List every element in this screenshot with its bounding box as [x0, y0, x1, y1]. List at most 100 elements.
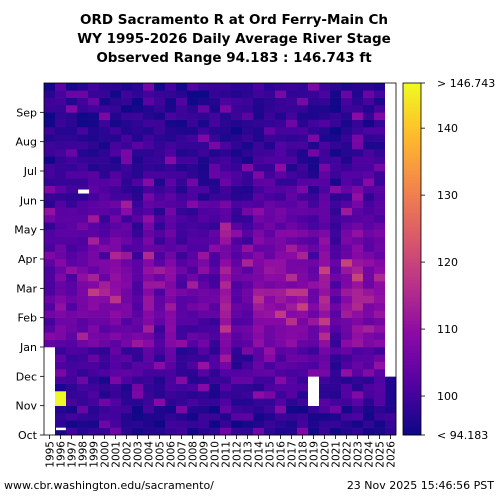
heatmap-cell — [297, 178, 309, 186]
heatmap-cell — [165, 127, 177, 135]
heatmap-cell — [352, 163, 364, 172]
heatmap-cell — [253, 354, 265, 362]
colorbar-segment — [403, 423, 421, 427]
heatmap-cell — [242, 119, 254, 128]
heatmap-cell — [77, 361, 89, 370]
heatmap-cell — [165, 391, 177, 399]
heatmap-cell — [77, 332, 89, 340]
heatmap-cell — [352, 281, 364, 289]
heatmap-cell — [121, 303, 133, 311]
heatmap-cell — [341, 266, 353, 274]
heatmap-cell — [374, 369, 386, 377]
heatmap-cell — [209, 420, 221, 428]
heatmap-cell — [220, 398, 232, 406]
heatmap-cell — [385, 200, 397, 208]
heatmap-cell — [99, 207, 111, 216]
heatmap-cell — [363, 163, 375, 172]
heatmap-cell — [385, 347, 397, 355]
heatmap-cell — [176, 156, 188, 164]
heatmap-cell — [363, 207, 375, 216]
heatmap-cell — [231, 215, 243, 223]
heatmap-cell — [220, 273, 232, 282]
colorbar-segment — [403, 97, 421, 101]
heatmap-cell — [220, 171, 232, 179]
heatmap-cell — [275, 259, 287, 267]
heatmap-cell — [209, 163, 221, 172]
heatmap-cell — [242, 215, 254, 223]
heatmap-cell — [363, 185, 375, 194]
heatmap-cell — [286, 237, 298, 245]
heatmap-cell — [143, 215, 155, 223]
heatmap-cell — [352, 376, 364, 384]
heatmap-cell — [143, 317, 155, 326]
heatmap-cell — [154, 156, 166, 164]
heatmap-cell — [88, 193, 100, 201]
heatmap-cell — [385, 119, 397, 128]
heatmap-cell — [154, 310, 166, 318]
heatmap-cell — [209, 105, 221, 113]
heatmap-cell — [308, 156, 320, 164]
heatmap-cell — [341, 127, 353, 135]
colorbar-segment — [403, 220, 421, 225]
heatmap-cell — [242, 171, 254, 179]
heatmap-cell — [132, 171, 144, 179]
heatmap-cell — [242, 398, 254, 406]
heatmap-cell — [121, 295, 133, 304]
heatmap-cell — [374, 156, 386, 164]
colorbar-segment — [403, 317, 421, 321]
heatmap-cell — [264, 332, 276, 340]
heatmap-cell — [264, 215, 276, 223]
heatmap-cell — [44, 149, 56, 157]
heatmap-cell — [264, 398, 276, 406]
heatmap-cell — [44, 361, 56, 370]
colorbar-tick-label: 120 — [437, 256, 458, 269]
heatmap-cell — [286, 149, 298, 157]
heatmap-cell — [198, 310, 210, 318]
heatmap-cell — [110, 200, 122, 208]
heatmap-cell — [55, 156, 67, 164]
heatmap-cell — [77, 185, 89, 194]
heatmap-cell — [308, 251, 320, 260]
heatmap-cell — [253, 207, 265, 216]
heatmap-cell — [77, 193, 89, 201]
heatmap-cell — [385, 97, 397, 106]
heatmap-cell — [110, 288, 122, 296]
heatmap-cell — [264, 347, 276, 355]
heatmap-cell — [319, 229, 331, 238]
colorbar-tick-label: 140 — [437, 122, 458, 135]
heatmap-cell — [66, 427, 78, 436]
heatmap-cell — [242, 90, 254, 98]
heatmap-cell — [286, 171, 298, 179]
heatmap-cell — [319, 215, 331, 223]
heatmap-cell — [110, 273, 122, 282]
heatmap-cell — [121, 215, 133, 223]
heatmap-cell — [132, 156, 144, 164]
heatmap-cell — [132, 207, 144, 216]
y-tick-label: May — [14, 224, 37, 237]
heatmap-cell — [66, 325, 78, 333]
heatmap-cell — [253, 222, 265, 230]
heatmap-cell — [88, 171, 100, 179]
heatmap-cell — [363, 427, 375, 436]
heatmap-cell — [275, 193, 287, 201]
heatmap-cell — [341, 303, 353, 311]
heatmap-cell — [297, 251, 309, 260]
heatmap-cell — [99, 259, 111, 267]
heatmap-cell — [77, 376, 89, 384]
heatmap-cell — [374, 185, 386, 194]
heatmap-cell — [44, 156, 56, 164]
heatmap-cell — [88, 105, 100, 113]
heatmap-cell — [231, 288, 243, 296]
heatmap-cell — [176, 90, 188, 98]
heatmap-cell — [374, 310, 386, 318]
heatmap-cell — [330, 281, 342, 289]
heatmap-cell — [165, 281, 177, 289]
heatmap-cell — [220, 405, 232, 414]
heatmap-cell — [209, 97, 221, 106]
heatmap-cell — [220, 259, 232, 267]
heatmap-cell — [55, 332, 67, 340]
heatmap-cell — [330, 391, 342, 399]
heatmap-cell — [242, 281, 254, 289]
heatmap-cell — [176, 237, 188, 245]
heatmap-cell — [220, 185, 232, 194]
